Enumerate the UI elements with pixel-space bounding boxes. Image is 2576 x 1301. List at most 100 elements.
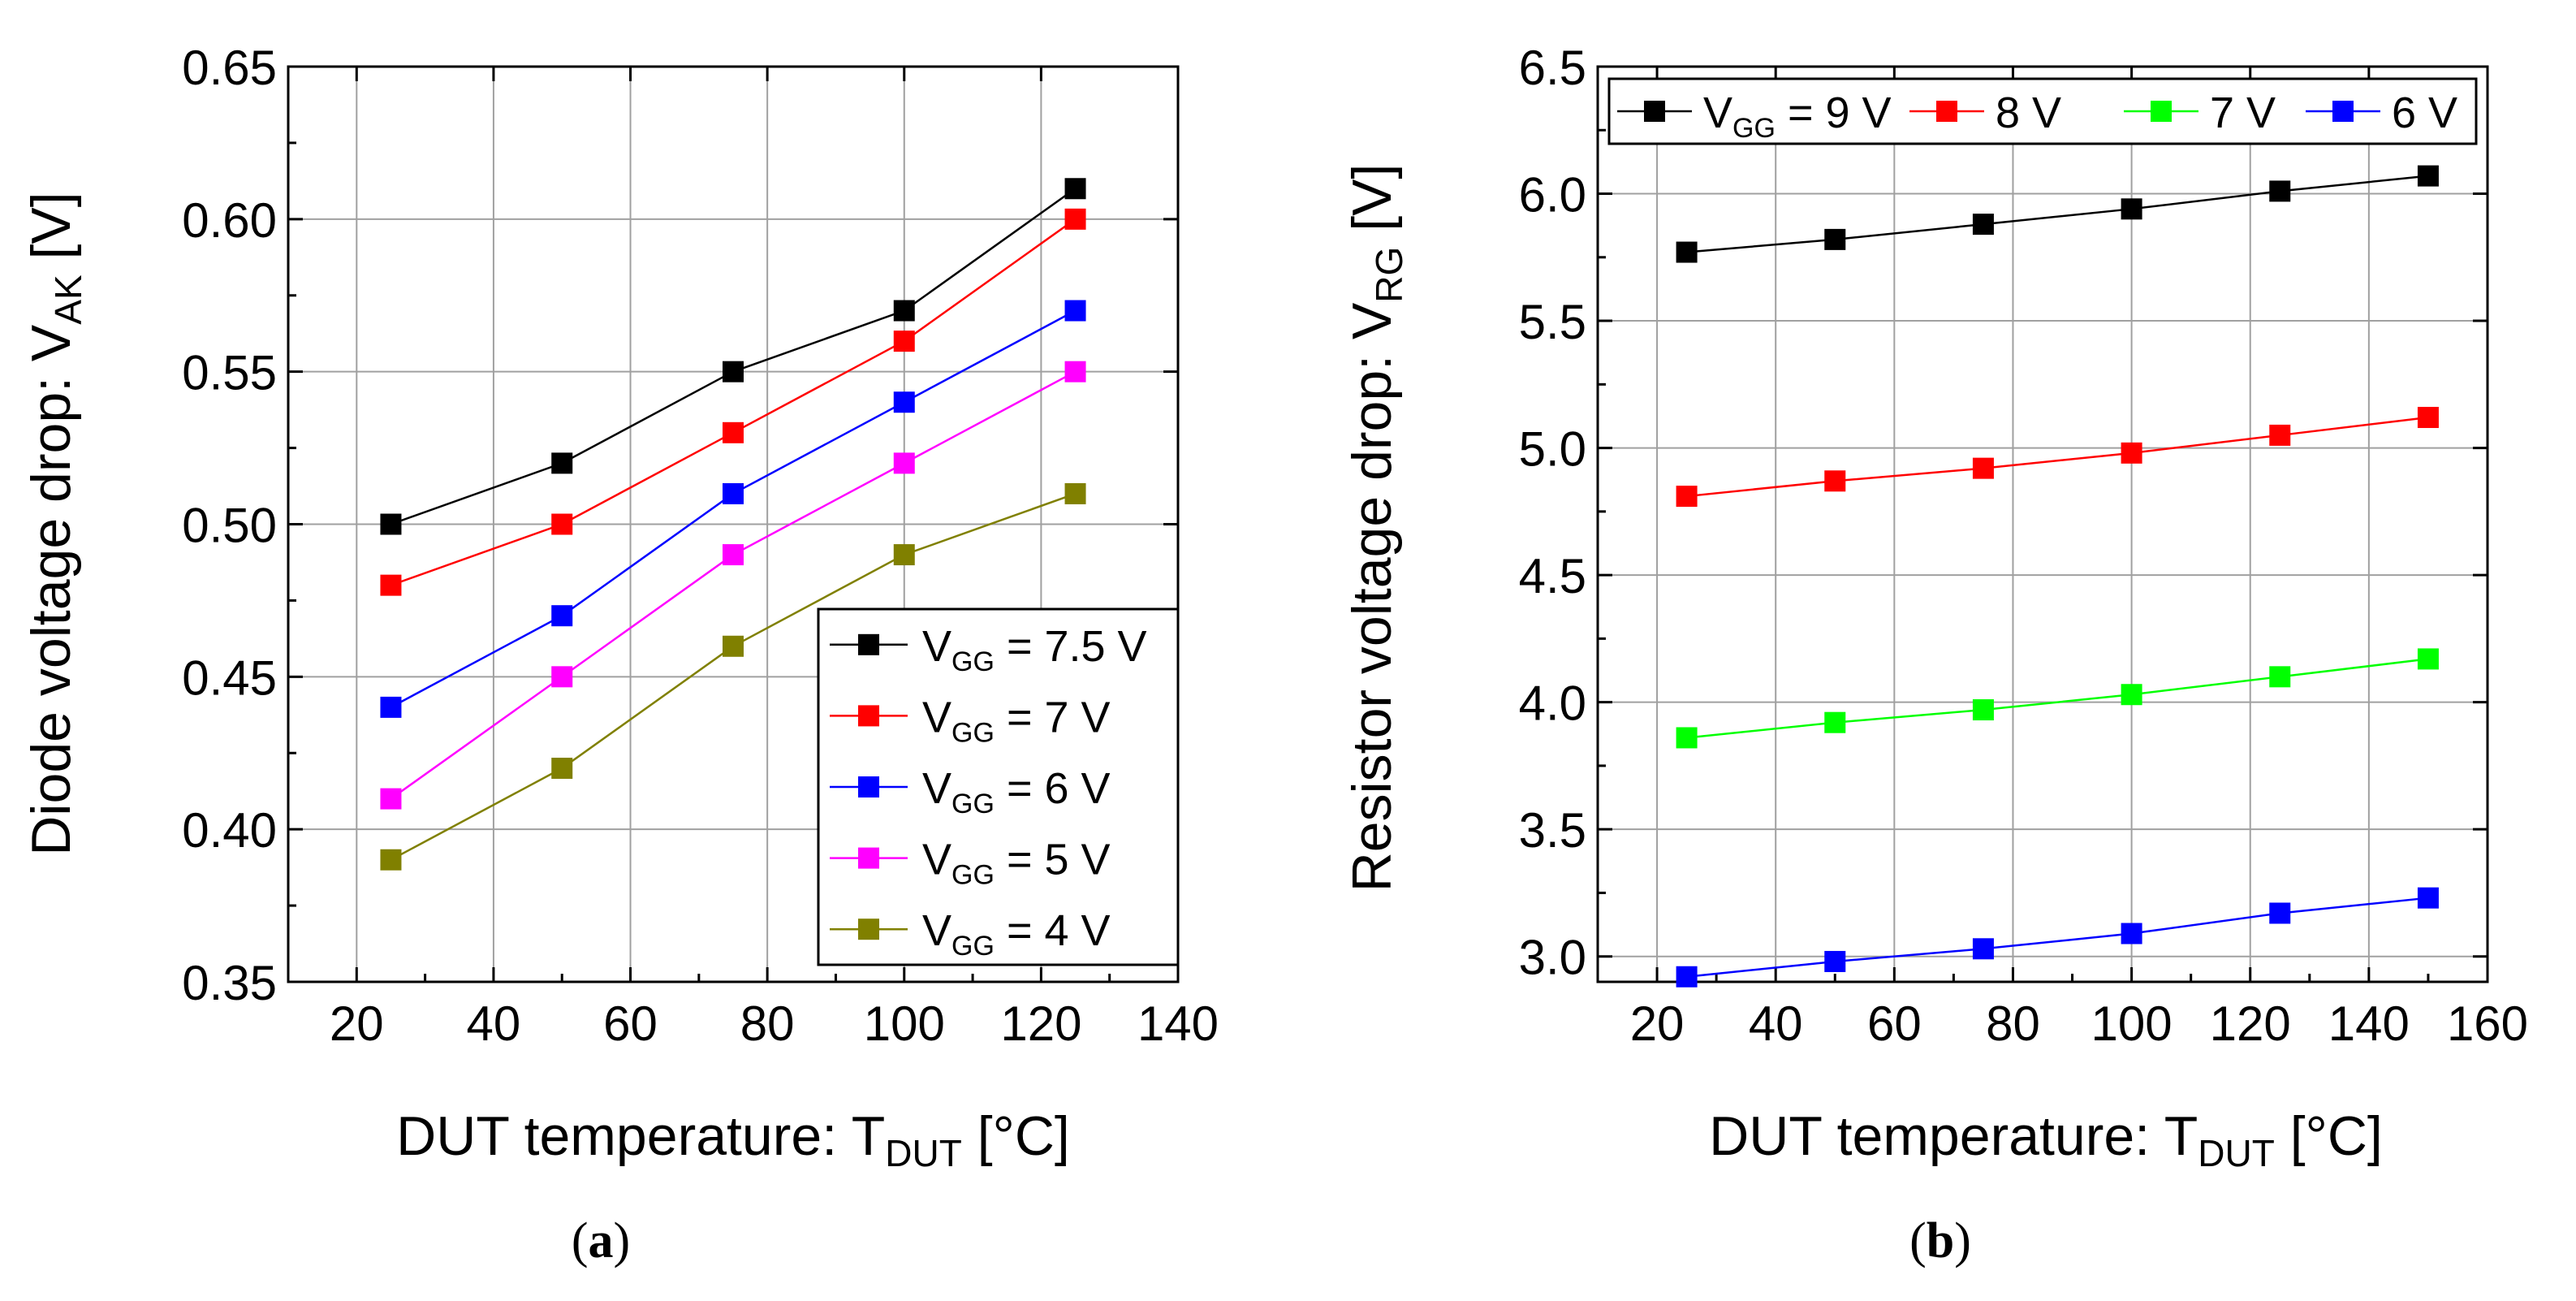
legend-item: VGG = 6 V bbox=[830, 764, 1111, 819]
y-tick-label: 0.65 bbox=[182, 41, 277, 95]
y-tick-label: 0.55 bbox=[182, 346, 277, 400]
x-tick-label: 40 bbox=[467, 996, 521, 1051]
x-tick-label: 60 bbox=[603, 996, 658, 1051]
y-axis-title-main: Resistor voltage drop: V bbox=[1341, 302, 1403, 892]
y-tick-label: 5.0 bbox=[1519, 422, 1586, 477]
series bbox=[380, 300, 1086, 718]
grid-lines bbox=[1598, 67, 2488, 982]
x-tick-label: 120 bbox=[2210, 996, 2291, 1051]
series bbox=[1676, 648, 2439, 749]
data-point bbox=[2269, 180, 2291, 202]
data-point bbox=[1824, 228, 1846, 250]
x-axis-title: DUT temperature: TDUT [°C] bbox=[1709, 1105, 2383, 1174]
y-tick-label: 0.60 bbox=[182, 193, 277, 248]
legend-marker bbox=[858, 633, 879, 655]
y-tick-label: 4.5 bbox=[1519, 549, 1586, 603]
data-point bbox=[1064, 208, 1086, 230]
data-point bbox=[2417, 407, 2439, 429]
data-point bbox=[1972, 214, 1994, 236]
data-point bbox=[723, 421, 744, 443]
data-point bbox=[1676, 241, 1698, 263]
y-tick-label: 0.50 bbox=[182, 499, 277, 553]
legend-marker bbox=[858, 918, 879, 940]
data-point bbox=[1064, 178, 1086, 200]
x-axis-title-main: DUT temperature: T bbox=[396, 1105, 885, 1167]
data-point bbox=[2121, 198, 2142, 220]
legend-label: VGG = 5 V bbox=[922, 836, 1111, 891]
panel-caption: (a) bbox=[572, 1213, 630, 1269]
data-point bbox=[1676, 966, 1698, 988]
legend-marker bbox=[858, 776, 879, 797]
legend-marker bbox=[1936, 101, 1957, 122]
data-point bbox=[1824, 470, 1846, 492]
legend-label: VGG = 7.5 V bbox=[922, 622, 1147, 677]
series-line bbox=[1686, 175, 2429, 253]
legend-label: VGG = 9 V bbox=[1703, 89, 1892, 144]
panel-letter: a bbox=[589, 1213, 614, 1269]
legend-label: VGG = 4 V bbox=[922, 906, 1111, 962]
x-axis-title-unit: [°C] bbox=[962, 1105, 1070, 1167]
y-tick-label: 3.0 bbox=[1519, 931, 1586, 985]
x-tick-label: 20 bbox=[1630, 996, 1685, 1051]
data-point bbox=[1972, 699, 1994, 721]
data-point bbox=[551, 605, 573, 627]
data-point bbox=[893, 391, 915, 413]
legend-item: VGG = 7 V bbox=[830, 693, 1111, 748]
panel-caption: (b) bbox=[1909, 1213, 1971, 1269]
data-point bbox=[1676, 727, 1698, 749]
data-point bbox=[551, 758, 573, 780]
data-point bbox=[2121, 684, 2142, 706]
series-group bbox=[380, 178, 1086, 871]
x-tick-label: 140 bbox=[1137, 996, 1219, 1051]
x-tick-label: 80 bbox=[1986, 996, 2040, 1051]
y-axis-title-main: Diode voltage drop: V bbox=[20, 324, 82, 856]
series-group bbox=[1676, 165, 2439, 988]
data-point bbox=[1824, 950, 1846, 972]
y-tick-label: 0.35 bbox=[182, 956, 277, 1010]
y-axis-title-sub: RG bbox=[1368, 247, 1410, 303]
legend: VGG = 9 V 8 V 7 V 6 V bbox=[1607, 77, 2478, 145]
legend-item: VGG = 4 V bbox=[830, 906, 1111, 962]
legend-item: VGG = 9 V bbox=[1617, 89, 1892, 144]
y-axis-title: Resistor voltage drop: VRG [V] bbox=[1341, 164, 1410, 893]
series-line bbox=[1686, 416, 2429, 498]
x-tick-label: 140 bbox=[2328, 996, 2410, 1051]
x-axis-title: DUT temperature: TDUT [°C] bbox=[396, 1105, 1070, 1174]
legend: VGG = 7.5 V VGG = 7 V VGG = 6 V VGG = 5 V VG… bbox=[817, 607, 1180, 966]
legend-item: 6 V bbox=[2306, 89, 2457, 137]
x-tick-label: 20 bbox=[330, 996, 384, 1051]
y-axis-title-sub: AK bbox=[47, 274, 89, 325]
data-point bbox=[2269, 666, 2291, 688]
x-tick-label: 60 bbox=[1867, 996, 1922, 1051]
data-point bbox=[380, 696, 402, 718]
series bbox=[380, 482, 1086, 871]
series-line bbox=[1686, 897, 2429, 978]
legend-item: VGG = 5 V bbox=[830, 836, 1111, 891]
legend-item: 8 V bbox=[1909, 89, 2061, 137]
data-point bbox=[2417, 887, 2439, 909]
y-axis-title: Diode voltage drop: VAK [V] bbox=[20, 192, 89, 855]
data-point bbox=[723, 544, 744, 566]
data-point bbox=[1824, 711, 1846, 733]
y-tick-label: 3.5 bbox=[1519, 803, 1586, 858]
data-point bbox=[1972, 457, 1994, 479]
series bbox=[1676, 165, 2439, 263]
data-point bbox=[380, 574, 402, 596]
chart-panel-a: 20 40 60 80 100 120 140 0.35 0.40 0.45 0.50 0.55 0.6… bbox=[20, 41, 1219, 1269]
y-tick-label: 6.0 bbox=[1519, 168, 1586, 223]
data-point bbox=[1676, 486, 1698, 508]
data-point bbox=[1064, 482, 1086, 504]
legend-label: 8 V bbox=[1996, 89, 2061, 137]
data-point bbox=[380, 849, 402, 871]
series bbox=[380, 208, 1086, 596]
legend-marker bbox=[1644, 101, 1665, 122]
series bbox=[380, 361, 1086, 810]
panel-letter: b bbox=[1927, 1213, 1954, 1269]
data-point bbox=[2269, 902, 2291, 924]
legend-item: VGG = 7.5 V bbox=[830, 622, 1147, 677]
data-point bbox=[893, 452, 915, 474]
y-tick-label: 5.5 bbox=[1519, 295, 1586, 349]
data-point bbox=[723, 635, 744, 657]
data-point bbox=[1064, 300, 1086, 322]
